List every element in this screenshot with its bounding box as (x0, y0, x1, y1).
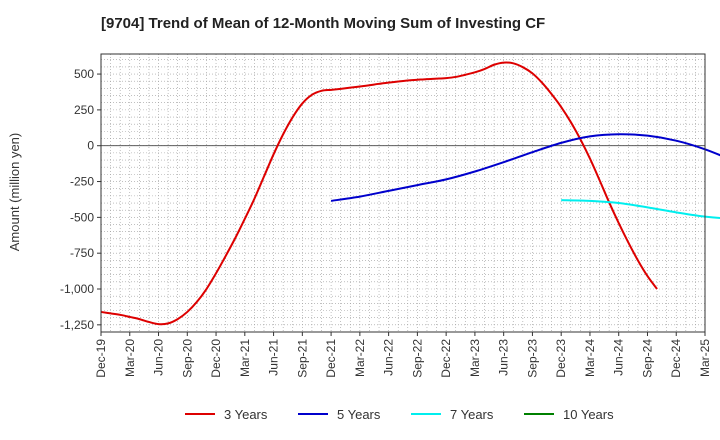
y-tick-label: 500 (74, 67, 94, 81)
x-tick-label: Dec-19 (94, 339, 108, 378)
plot-frame (100, 53, 706, 333)
y-tick-label: 250 (74, 103, 94, 117)
x-tick-label: Jun-23 (497, 339, 511, 376)
x-tick-label: Dec-24 (669, 339, 683, 378)
y-axis: 500 250 0 -250 -500 -750 -1,000 -1,250 (60, 67, 101, 332)
legend-label-5-years: 5 Years (337, 407, 381, 422)
x-tick-label: Sep-22 (410, 339, 424, 378)
x-tick-label: Jun-21 (267, 339, 281, 376)
x-axis: Dec-19 Mar-20 Jun-20 Sep-20 Dec-20 Mar-21 Jun-… (94, 332, 712, 378)
legend-label-10-years: 10 Years (563, 407, 614, 422)
legend-label-3-years: 3 Years (224, 407, 268, 422)
x-tick-label: Sep-21 (295, 339, 309, 378)
x-tick-label: Jun-22 (382, 339, 396, 376)
x-tick-label: Mar-23 (468, 339, 482, 377)
series-line-3-years (100, 61, 658, 326)
series-line-5-years (330, 133, 720, 202)
x-tick-label: Dec-23 (554, 339, 568, 378)
x-tick-label: Sep-20 (180, 339, 194, 378)
x-tick-label: Jun-20 (152, 339, 166, 376)
x-tick-label: Sep-24 (640, 339, 654, 378)
x-tick-label: Mar-24 (583, 339, 597, 377)
x-tick-label: Sep-23 (525, 339, 539, 378)
x-tick-label: Mar-22 (353, 339, 367, 377)
x-tick-label: Dec-21 (324, 339, 338, 378)
legend: 3 Years 5 Years 7 Years 10 Years (185, 407, 614, 422)
x-tick-label: Dec-20 (209, 339, 223, 378)
x-tick-label: Jun-24 (612, 339, 626, 376)
y-tick-label: -750 (70, 246, 94, 260)
chart-title: [9704] Trend of Mean of 12-Month Moving … (101, 15, 545, 32)
series-layer (100, 61, 720, 326)
x-tick-label: Mar-20 (123, 339, 137, 377)
x-tick-label: Dec-22 (439, 339, 453, 378)
legend-label-7-years: 7 Years (450, 407, 494, 422)
y-tick-label: -1,250 (60, 318, 94, 332)
y-tick-label: -500 (70, 210, 94, 224)
series-line-7-years (561, 199, 720, 220)
y-tick-label: -1,000 (60, 282, 94, 296)
x-tick-label: Mar-25 (698, 339, 712, 377)
y-tick-label: 0 (87, 139, 94, 153)
x-tick-label: Mar-21 (238, 339, 252, 377)
y-axis-label: Amount (million yen) (7, 133, 22, 252)
grid (101, 54, 705, 332)
y-tick-label: -250 (70, 175, 94, 189)
